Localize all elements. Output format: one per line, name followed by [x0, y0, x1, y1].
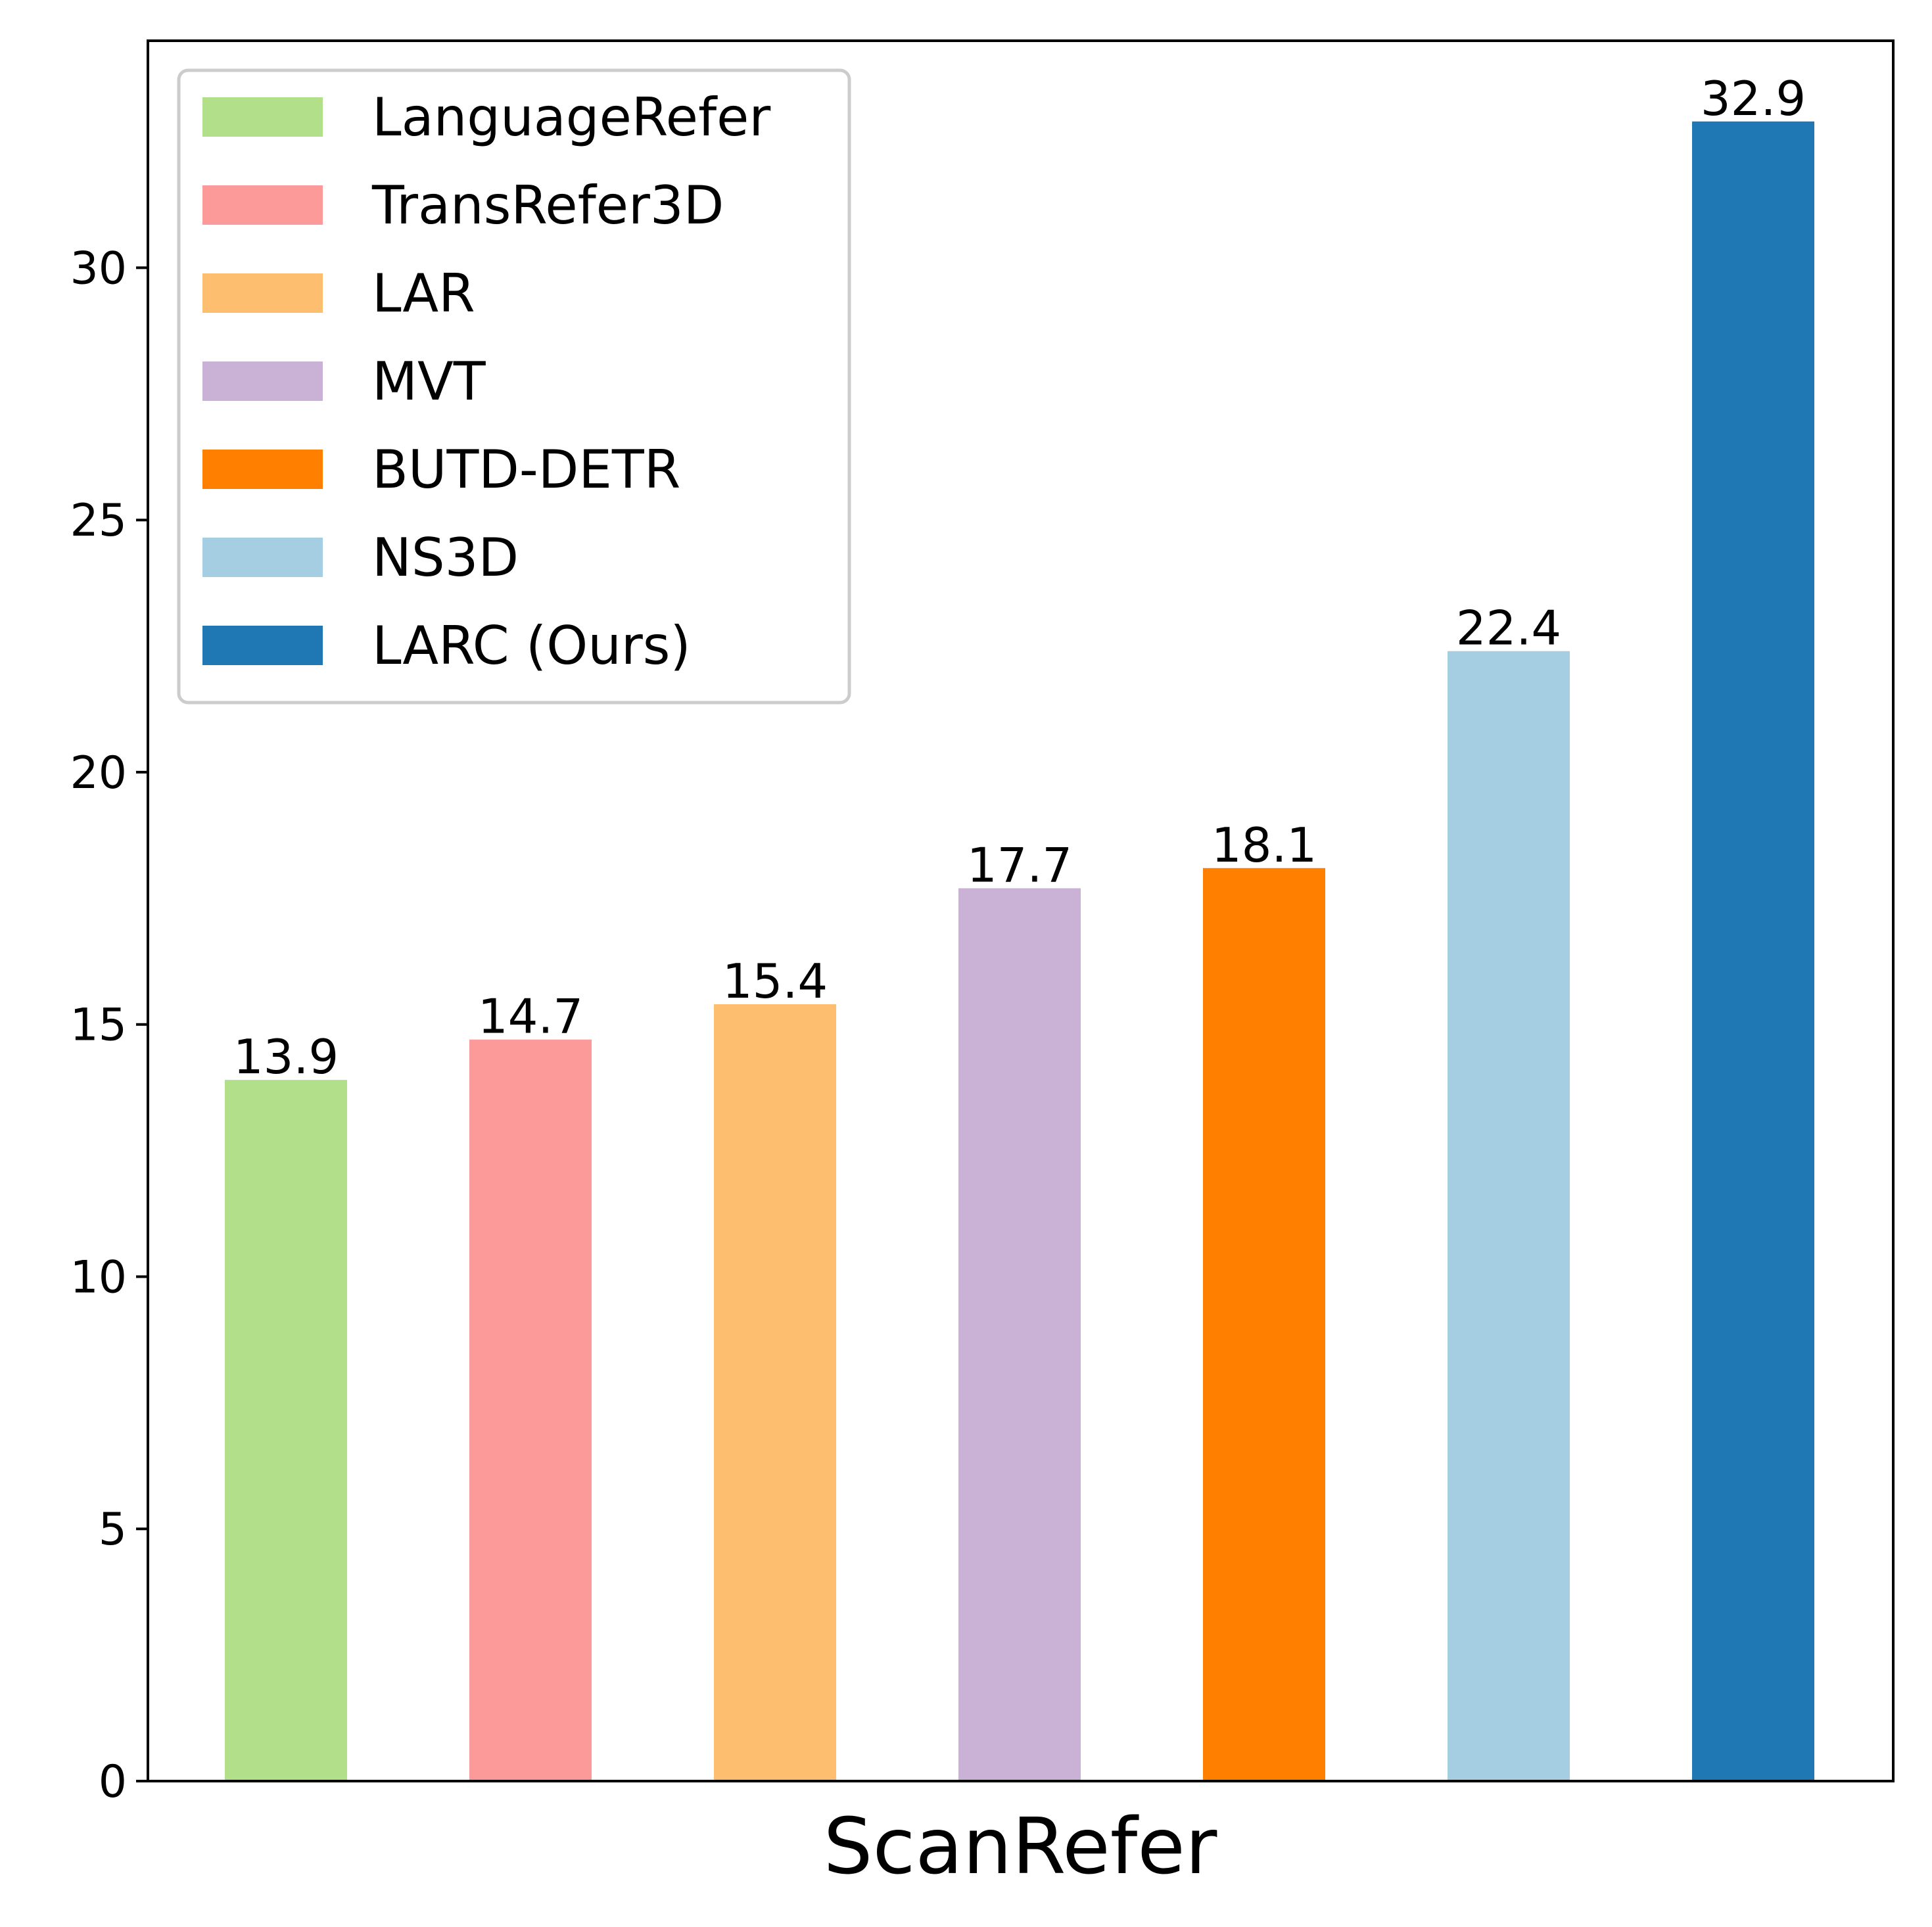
- bar-value-label: 15.4: [722, 954, 828, 1009]
- y-tick-label: 5: [99, 1504, 127, 1556]
- legend-swatch: [202, 450, 323, 489]
- bar-value-label: 22.4: [1456, 601, 1561, 656]
- y-tick-label: 25: [70, 495, 127, 547]
- bar-mvt: [958, 888, 1081, 1781]
- legend-swatch: [202, 97, 323, 137]
- bar-value-label: 14.7: [478, 989, 583, 1044]
- bar-value-label: 18.1: [1212, 818, 1317, 873]
- bar-ns3d: [1448, 651, 1570, 1782]
- axes-layer: [147, 39, 1895, 1782]
- bar-labels-layer: 13.9 14.7 15.4 17.7 18.1 22.4 32.9: [233, 71, 1806, 1084]
- legend-label: MVT: [372, 351, 486, 412]
- y-tick-label: 10: [70, 1252, 127, 1304]
- legend-swatch: [202, 626, 323, 665]
- legend-swatch: [202, 361, 323, 401]
- legend-label: TransRefer3D: [371, 175, 724, 236]
- y-tick-label: 30: [70, 243, 127, 294]
- y-tick-label: 20: [70, 747, 127, 799]
- bar-value-label: 32.9: [1701, 71, 1806, 126]
- bar-larc-ours: [1692, 121, 1814, 1781]
- x-axis-label: ScanRefer: [824, 1801, 1217, 1892]
- bar-languagerefer: [225, 1080, 347, 1781]
- bars-layer: [225, 121, 1814, 1782]
- legend-swatch: [202, 273, 323, 313]
- legend: LanguageRefer TransRefer3D LAR MVT BUTD-DETR…: [177, 68, 851, 705]
- bar-butd-detr: [1203, 868, 1325, 1781]
- legend-label: LanguageRefer: [372, 87, 770, 148]
- bar-lar: [714, 1004, 836, 1781]
- bar-transrefer3d: [469, 1039, 592, 1781]
- legend-label: BUTD-DETR: [372, 439, 680, 500]
- bar-value-label: 17.7: [967, 838, 1072, 893]
- bar-value-label: 13.9: [233, 1029, 339, 1084]
- legend-label: LARC (Ours): [372, 615, 691, 676]
- y-tick-label: 0: [99, 1756, 127, 1808]
- y-tick-label: 15: [70, 1000, 127, 1052]
- legend-swatch: [202, 185, 323, 225]
- legend-frame: [177, 68, 851, 705]
- y-axis-ticks: 0 5 10 15 20 25 30: [70, 243, 148, 1808]
- legend-label: NS3D: [372, 527, 519, 588]
- plot-frame: [147, 39, 1895, 1782]
- legend-label: LAR: [372, 263, 475, 324]
- legend-swatch: [202, 538, 323, 577]
